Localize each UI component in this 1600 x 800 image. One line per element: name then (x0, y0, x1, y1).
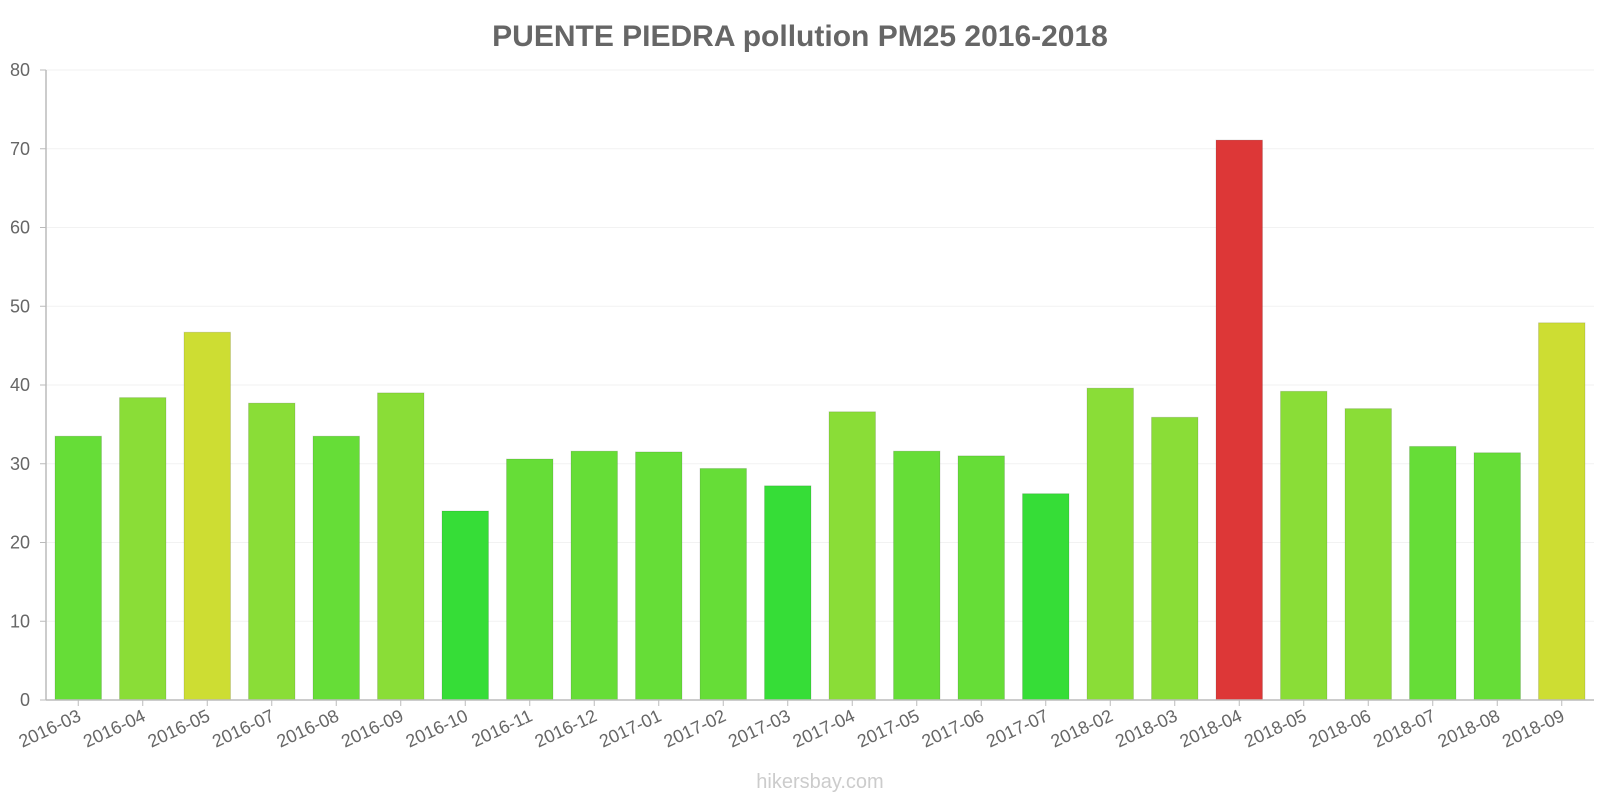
bar-2018-06[interactable] (1344, 408, 1392, 701)
chart-title: PUENTE PIEDRA pollution PM25 2016-2018 (492, 20, 1108, 53)
x-tick-label: 2018-02 (1048, 705, 1116, 751)
bar-2016-12[interactable] (570, 450, 618, 701)
watermark: hikersbay.com (756, 771, 883, 793)
y-tick-label: 50 (10, 296, 30, 316)
bars (54, 139, 1586, 701)
x-tick-label: 2018-05 (1241, 705, 1309, 751)
bar-2016-03[interactable] (54, 435, 102, 701)
bar-2018-04[interactable] (1215, 139, 1263, 701)
x-tick-label: 2016-07 (209, 705, 277, 751)
y-axis-ticks: 0 10 20 30 40 50 60 70 80 (10, 60, 46, 710)
x-tick-label: 2017-05 (854, 705, 922, 751)
y-tick-label: 10 (10, 611, 30, 631)
bar-2018-02[interactable] (1086, 387, 1134, 701)
bar-2018-03[interactable] (1151, 416, 1199, 701)
y-tick-label: 30 (10, 454, 30, 474)
x-tick-label: 2016-11 (468, 705, 535, 750)
bar-2017-06[interactable] (957, 455, 1005, 701)
x-tick-label: 2017-04 (790, 705, 858, 751)
x-tick-label: 2017-07 (983, 705, 1051, 751)
y-tick-label: 70 (10, 139, 30, 159)
x-tick-label: 2018-08 (1435, 705, 1503, 751)
bar-2016-10[interactable] (441, 510, 489, 701)
x-tick-label: 2017-02 (661, 705, 729, 751)
x-tick-label: 2018-07 (1370, 705, 1438, 751)
bar-2017-05[interactable] (893, 450, 941, 701)
bar-2018-09[interactable] (1538, 322, 1586, 701)
bar-2016-11[interactable] (506, 458, 554, 701)
y-tick-label: 80 (10, 60, 30, 80)
x-tick-label: 2016-09 (338, 705, 406, 751)
bar-2017-07[interactable] (1022, 493, 1070, 701)
x-tick-label: 2016-08 (274, 705, 342, 751)
x-tick-label: 2016-10 (403, 705, 471, 751)
bar-2017-02[interactable] (699, 467, 747, 701)
bar-2018-08[interactable] (1473, 452, 1521, 701)
bar-2016-08[interactable] (312, 435, 360, 701)
bar-2016-04[interactable] (119, 397, 167, 701)
bar-2018-05[interactable] (1280, 390, 1328, 701)
gridlines (46, 69, 1594, 701)
x-tick-label: 2017-06 (919, 705, 987, 751)
x-tick-label: 2016-12 (532, 705, 600, 751)
x-tick-label: 2017-03 (725, 705, 793, 751)
x-tick-label: 2018-03 (1112, 705, 1180, 751)
x-tick-label: 2018-04 (1177, 705, 1245, 751)
bar-2016-05[interactable] (183, 331, 231, 701)
bar-2017-04[interactable] (828, 411, 876, 701)
x-tick-label: 2018-06 (1306, 705, 1374, 751)
x-axis-ticks: 2016-032016-042016-052016-072016-082016-… (16, 700, 1567, 752)
x-tick-label: 2016-03 (16, 705, 84, 751)
x-tick-label: 2016-04 (80, 705, 148, 751)
bar-2017-03[interactable] (764, 485, 812, 701)
y-tick-label: 0 (20, 690, 30, 710)
bar-2016-09[interactable] (377, 392, 425, 701)
y-tick-label: 40 (10, 375, 30, 395)
bar-2017-01[interactable] (635, 451, 683, 701)
x-tick-label: 2017-01 (596, 705, 664, 751)
x-tick-label: 2016-05 (145, 705, 213, 751)
y-tick-label: 60 (10, 218, 30, 238)
bar-2018-07[interactable] (1409, 445, 1457, 701)
bar-2016-07[interactable] (248, 402, 296, 701)
y-tick-label: 20 (10, 533, 30, 553)
x-tick-label: 2018-09 (1499, 705, 1567, 751)
